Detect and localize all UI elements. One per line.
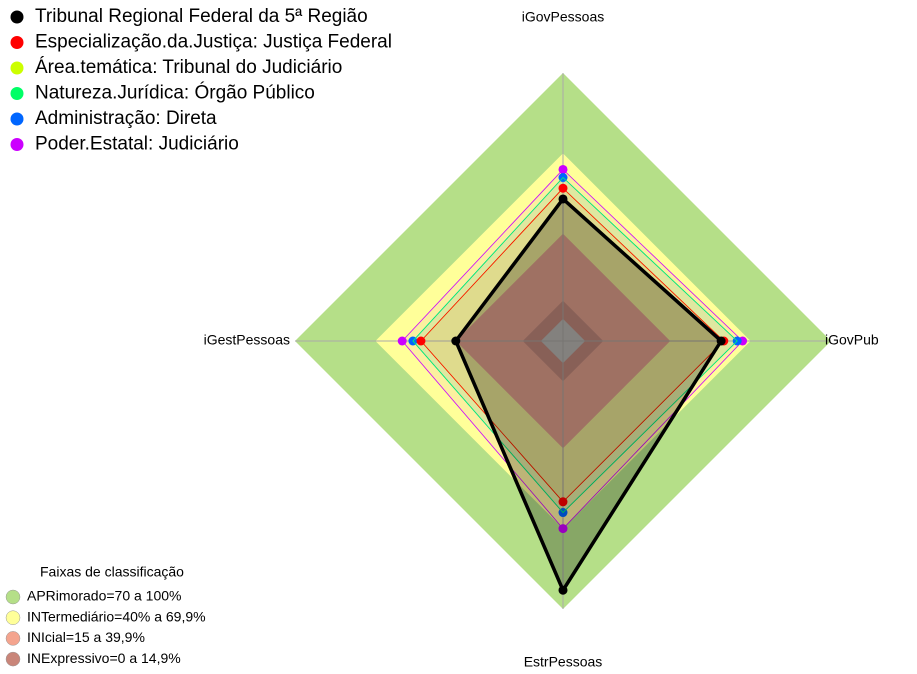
point	[716, 336, 726, 346]
legend-marker	[10, 112, 24, 126]
point	[451, 336, 461, 346]
point	[558, 497, 568, 507]
band-legend-label: APRimorado=70 a 100%	[27, 588, 182, 604]
axis-label: iGovPub	[825, 332, 879, 348]
legend-label: Poder.Estatal: Judiciário	[35, 134, 239, 155]
axis-label: iGovPessoas	[522, 9, 604, 25]
point	[558, 194, 568, 204]
legend-label: Natureza.Jurídica: Órgão Público	[35, 82, 315, 104]
legend-marker	[10, 10, 24, 24]
legend-label: Especialização.da.Justiça: Justiça Feder…	[35, 32, 392, 53]
band-legend-marker	[5, 589, 21, 605]
band-legend-title: Faixas de classificação	[40, 564, 184, 580]
axis-label: iGestPessoas	[204, 332, 290, 348]
point	[558, 524, 568, 534]
legend-label: Administração: Direta	[35, 108, 217, 129]
legend-marker	[10, 36, 24, 49]
legend-marker	[10, 61, 24, 75]
point	[558, 585, 568, 595]
band-legend-marker	[5, 631, 21, 646]
point	[558, 164, 568, 174]
legend-marker	[10, 138, 24, 151]
legend-label: Área.temática: Tribunal do Judiciário	[35, 57, 342, 78]
point	[558, 183, 568, 193]
legend-marker	[10, 87, 24, 100]
legend-label: Tribunal Regional Federal da 5ª Região	[35, 6, 368, 27]
band-legend-label: INExpressivo=0 a 14,9%	[27, 650, 181, 666]
band-legend-marker	[5, 610, 21, 625]
point	[416, 336, 426, 346]
band-legend-marker	[5, 651, 21, 667]
band-legend-label: INIcial=15 a 39,9%	[27, 629, 145, 645]
point	[397, 336, 407, 346]
band-legend-label: INTermediário=40% a 69,9%	[27, 608, 206, 624]
axis-label: EstrPessoas	[524, 654, 603, 670]
